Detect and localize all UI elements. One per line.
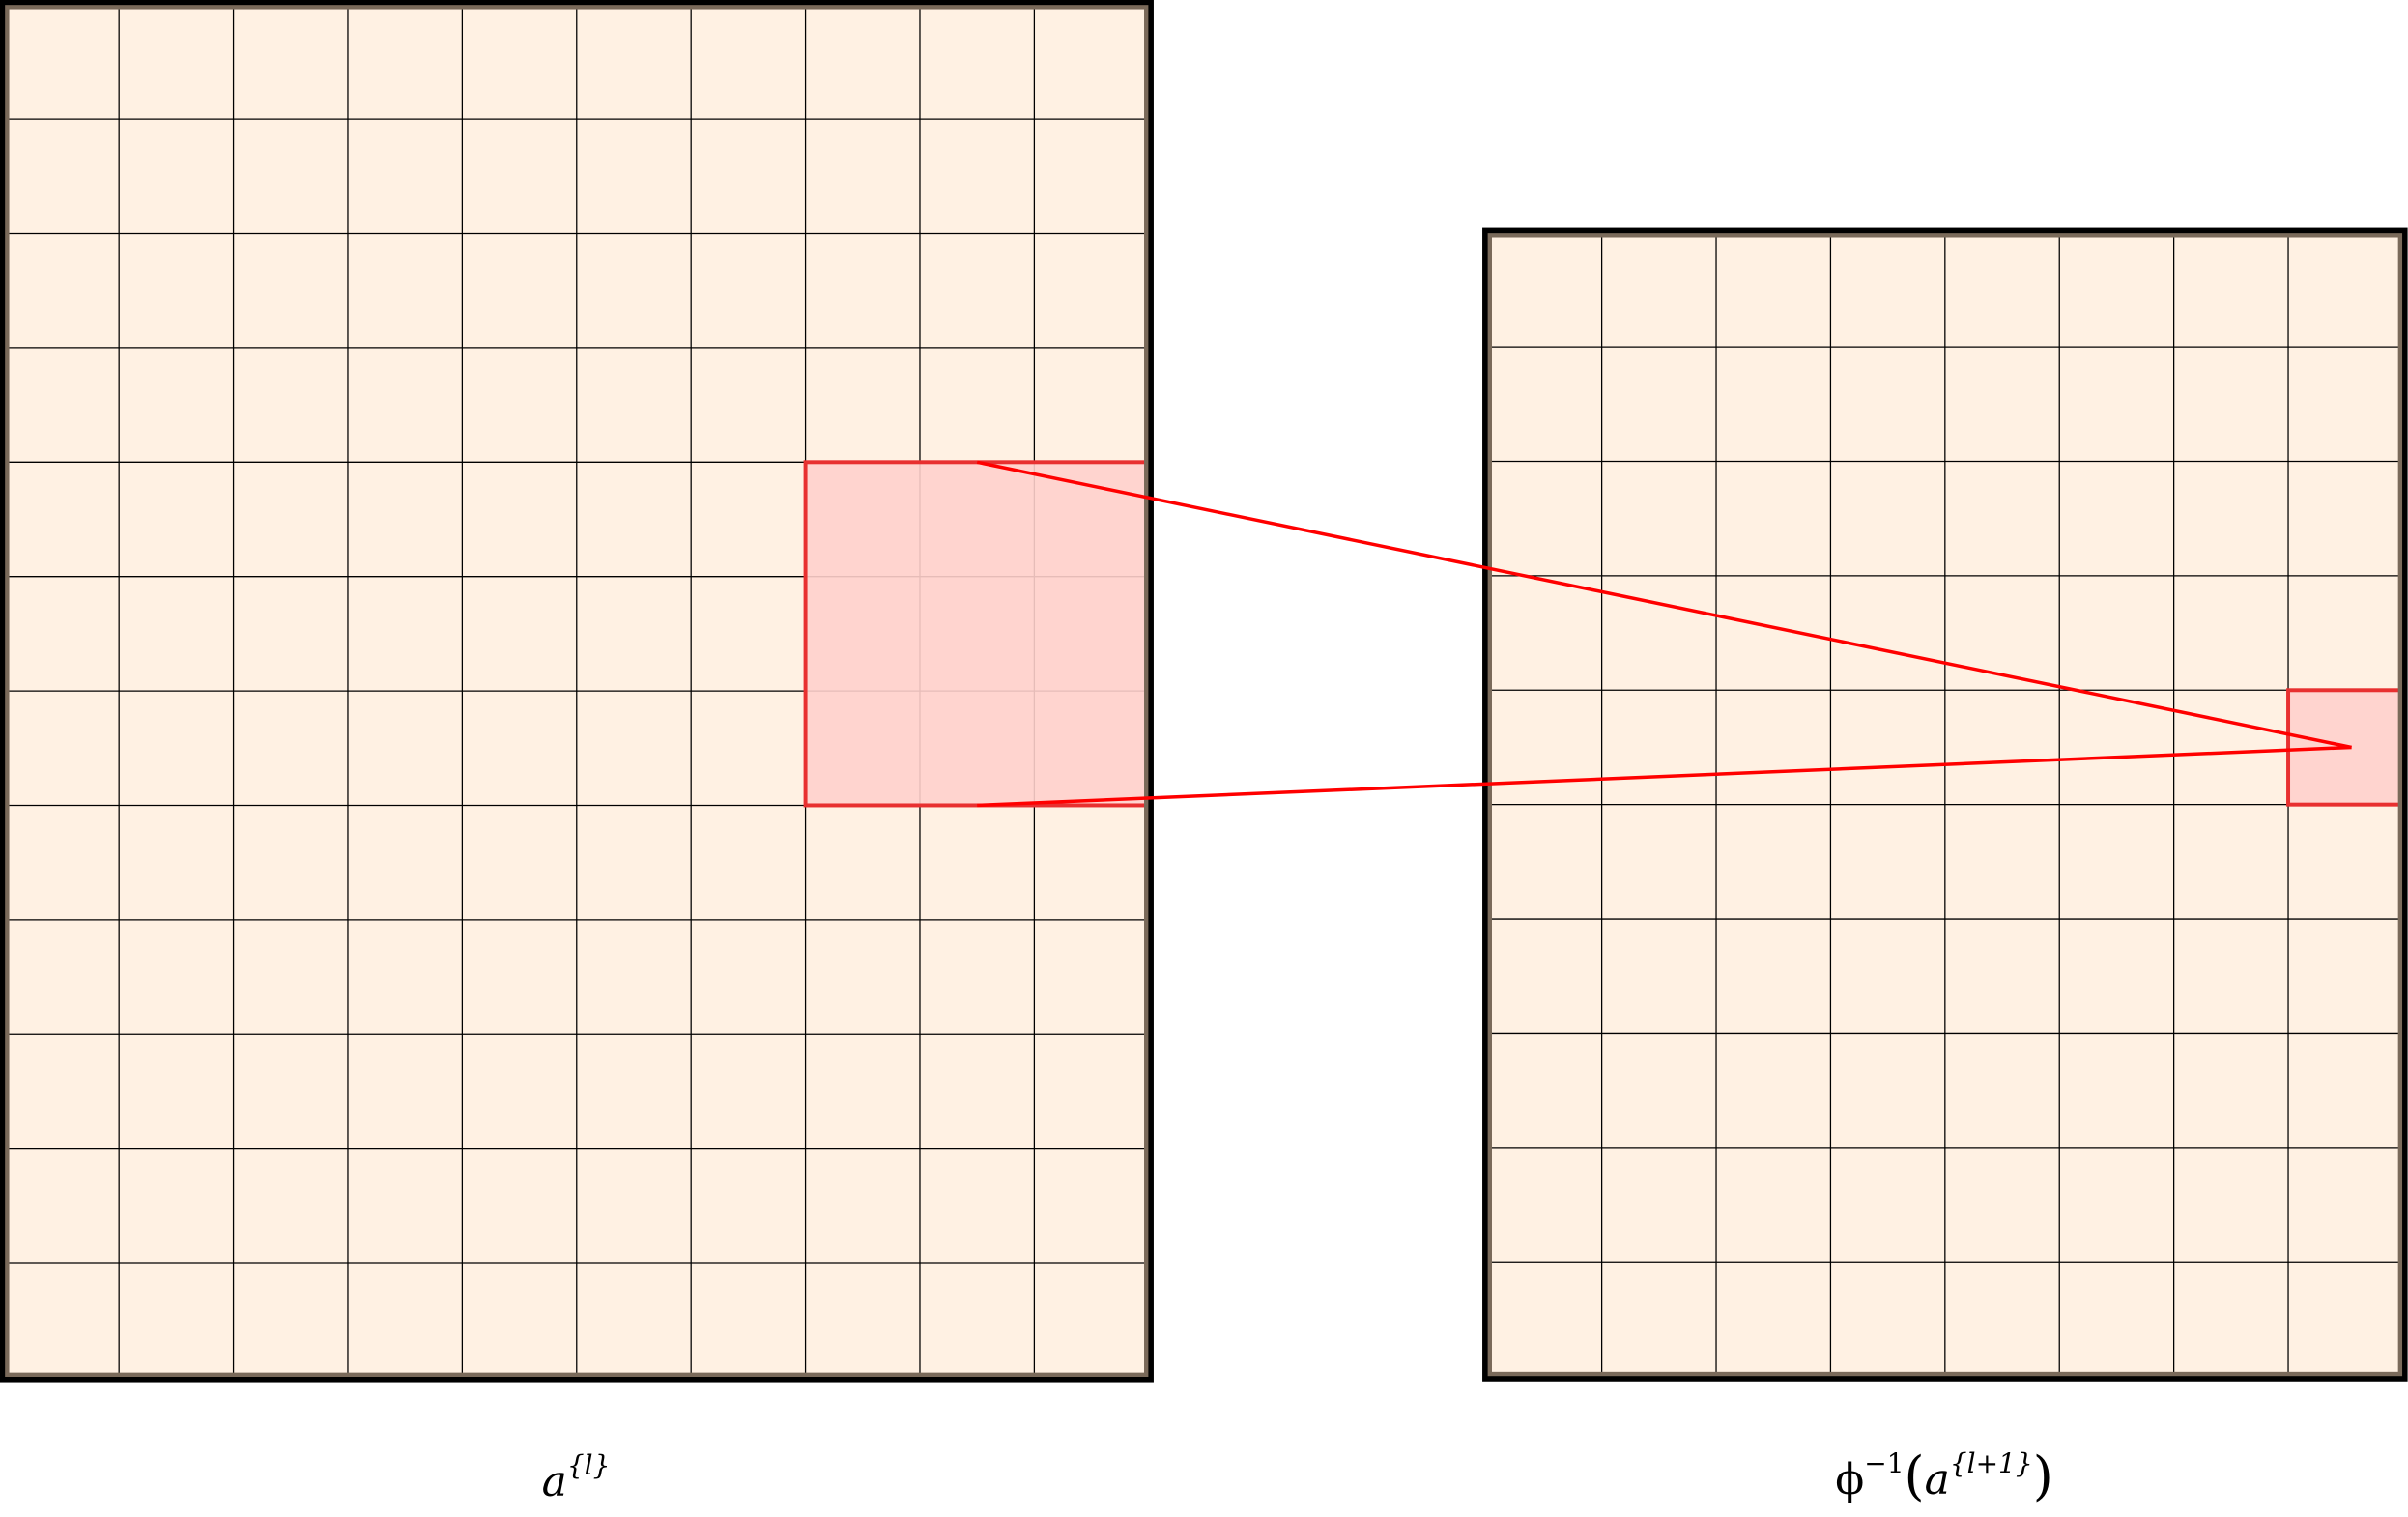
right-feature-map	[1482, 227, 2408, 1382]
label-sup: {l}	[566, 1449, 611, 1481]
map-inner-border	[1487, 232, 2403, 1377]
label-func-sup: −1	[1864, 1447, 1905, 1479]
map-border	[1482, 227, 2408, 1382]
label-open-paren: (	[1904, 1445, 1925, 1506]
left-feature-map	[0, 0, 1154, 1383]
label-func: ϕ	[1835, 1455, 1865, 1504]
map-border	[0, 0, 1154, 1383]
receptive-field-connectors	[976, 460, 2352, 808]
label-base: a	[1924, 1455, 1950, 1504]
map-inner-border	[4, 4, 1149, 1378]
highlight-region	[803, 460, 1151, 808]
left-map-label: a{l}	[542, 1449, 611, 1506]
label-sup: {l+1}	[1949, 1447, 2033, 1479]
connector-line-bottom	[977, 745, 2352, 808]
label-base: a	[541, 1457, 567, 1506]
connector-line-top	[976, 460, 2352, 750]
label-close-paren: )	[2032, 1445, 2053, 1506]
right-map-label: ϕ−1(a{l+1})	[1835, 1445, 2053, 1506]
